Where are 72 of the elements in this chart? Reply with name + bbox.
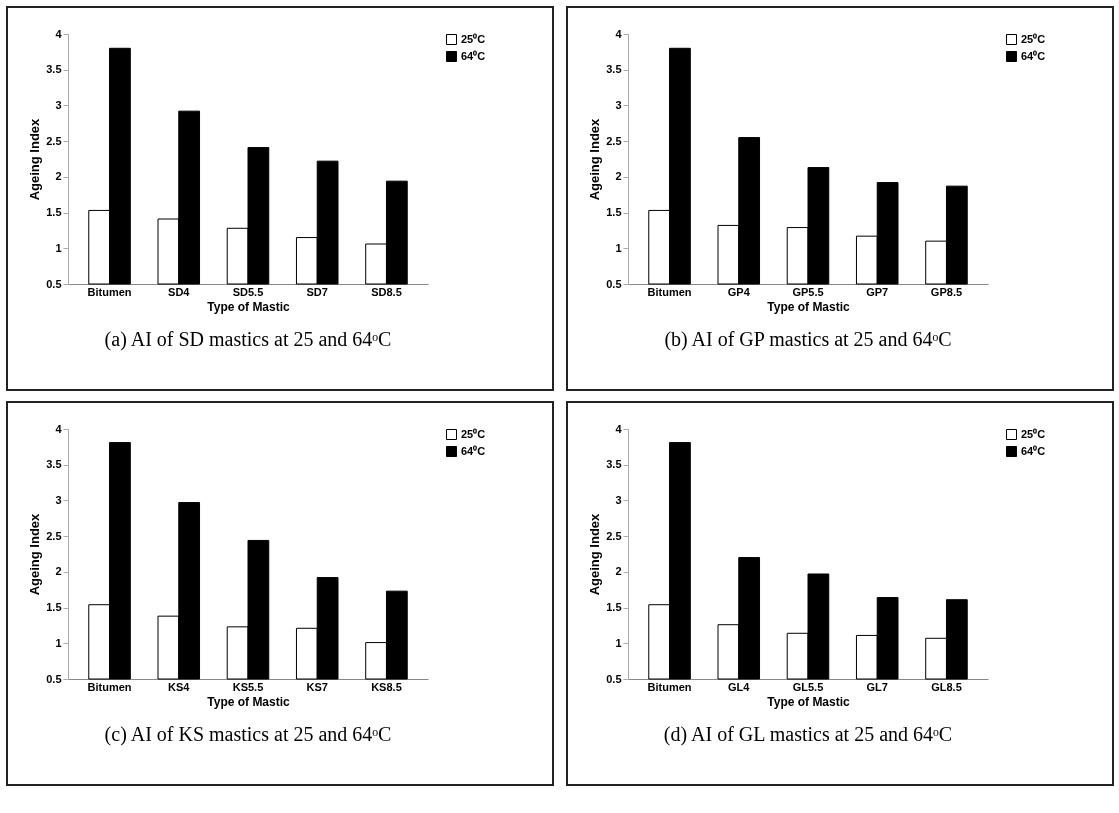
x-tick-label: SD7: [306, 285, 328, 298]
x-tick-label: SD5.5: [232, 285, 264, 298]
x-tick-label: GL4: [728, 680, 751, 693]
x-tick-label: GL7: [866, 680, 888, 693]
y-tick-label: 2: [55, 565, 62, 578]
x-tick-label: KS7: [306, 680, 328, 693]
y-axis-title: Ageing Index: [587, 117, 603, 201]
y-tick-label: 1.5: [606, 206, 622, 219]
y-tick-label: 0.5: [46, 277, 62, 290]
y-tick-label: 3.5: [46, 63, 62, 76]
legend-label: 64⁰C: [1021, 444, 1046, 457]
y-tick-label: 3.5: [606, 63, 622, 76]
y-tick-label: 1: [55, 636, 62, 649]
x-tick-label: KS5.5: [232, 680, 264, 693]
x-tick-label: KS4: [168, 680, 191, 693]
y-tick-label: 2: [615, 565, 622, 578]
text: (b) AI of GP mastics at 25 and 64ᵒC: [664, 328, 952, 351]
legend-label: 25⁰C: [461, 32, 486, 45]
y-tick-label: 2.5: [606, 529, 622, 542]
x-tick-label: GP4: [727, 285, 751, 298]
y-tick-label: 1.5: [46, 206, 62, 219]
y-axis-title: Ageing Index: [27, 117, 43, 201]
x-axis-title: Type of Mastic: [207, 694, 291, 709]
y-tick-label: 4: [55, 422, 63, 435]
legend-label: 64⁰C: [461, 444, 486, 457]
y-tick-label: 0.5: [606, 672, 622, 685]
x-tick-label: GP8.5: [930, 285, 963, 298]
y-tick-label: 1: [55, 241, 62, 254]
text: (c) AI of KS mastics at 25 and 64ᵒC: [104, 723, 392, 746]
x-tick-label: SD8.5: [371, 285, 402, 298]
legend-label: 25⁰C: [1021, 427, 1046, 440]
x-tick-label: GL5.5: [792, 680, 824, 693]
y-tick-label: 1.5: [606, 601, 622, 614]
x-axis-title: Type of Mastic: [767, 694, 851, 709]
y-tick-label: 4: [615, 422, 623, 435]
x-tick-label: Bitumen: [87, 285, 132, 298]
y-tick-label: 0.5: [46, 672, 62, 685]
y-tick-label: 3: [55, 493, 62, 506]
y-tick-label: 3: [615, 98, 622, 111]
y-axis-title: Ageing Index: [587, 512, 603, 596]
x-tick-label: Bitumen: [87, 680, 132, 693]
text: (d) AI of GL mastics at 25 and 64ᵒC: [663, 723, 953, 746]
y-tick-label: 2: [55, 170, 62, 183]
y-tick-label: 3.5: [606, 458, 622, 471]
y-tick-label: 1: [615, 241, 622, 254]
x-tick-label: GP5.5: [792, 285, 824, 298]
legend-label: 25⁰C: [461, 427, 486, 440]
y-tick-label: 1: [615, 636, 622, 649]
text: (a) AI of SD mastics at 25 and 64ᵒC: [104, 328, 392, 351]
y-tick-label: 4: [55, 27, 63, 40]
x-tick-label: Bitumen: [647, 285, 692, 298]
legend-label: 64⁰C: [461, 49, 486, 62]
y-tick-label: 2.5: [46, 529, 62, 542]
y-tick-label: 2.5: [606, 134, 622, 147]
y-tick-label: 4: [615, 27, 623, 40]
y-tick-label: 1.5: [46, 601, 62, 614]
legend-label: 64⁰C: [1021, 49, 1046, 62]
y-tick-label: 0.5: [606, 277, 622, 290]
x-axis-title: Type of Mastic: [207, 299, 291, 314]
y-tick-label: 3: [615, 493, 622, 506]
x-tick-label: Bitumen: [647, 680, 692, 693]
y-tick-label: 2.5: [46, 134, 62, 147]
y-tick-label: 2: [615, 170, 622, 183]
x-tick-label: KS8.5: [371, 680, 402, 693]
y-axis-title: Ageing Index: [27, 512, 43, 596]
x-tick-label: SD4: [168, 285, 191, 298]
y-tick-label: 3: [55, 98, 62, 111]
legend-label: 25⁰C: [1021, 32, 1046, 45]
x-tick-label: GL8.5: [931, 680, 962, 693]
x-axis-title: Type of Mastic: [767, 299, 851, 314]
x-tick-label: GP7: [866, 285, 889, 298]
y-tick-label: 3.5: [46, 458, 62, 471]
